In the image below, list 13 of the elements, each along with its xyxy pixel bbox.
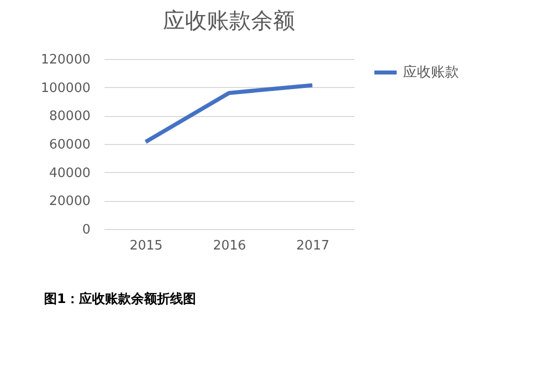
y-tick-label: 0 [82, 222, 90, 238]
legend-label: 应收账款 [403, 64, 459, 80]
y-tick-label: 60000 [49, 138, 90, 152]
y-tick-label: 40000 [49, 166, 90, 181]
x-tick-label: 2016 [212, 238, 246, 254]
y-tick-label: 100000 [40, 80, 90, 96]
chart-title: 应收账款余额 [163, 9, 295, 34]
y-tick-label: 20000 [49, 194, 90, 210]
caption: 图1：应收账款余额折线图 [44, 291, 196, 307]
x-tick-label: 2015 [130, 238, 163, 254]
x-tick-label: 2017 [296, 238, 330, 254]
y-tick-label: 120000 [40, 52, 90, 68]
y-tick-label: 80000 [49, 109, 90, 124]
